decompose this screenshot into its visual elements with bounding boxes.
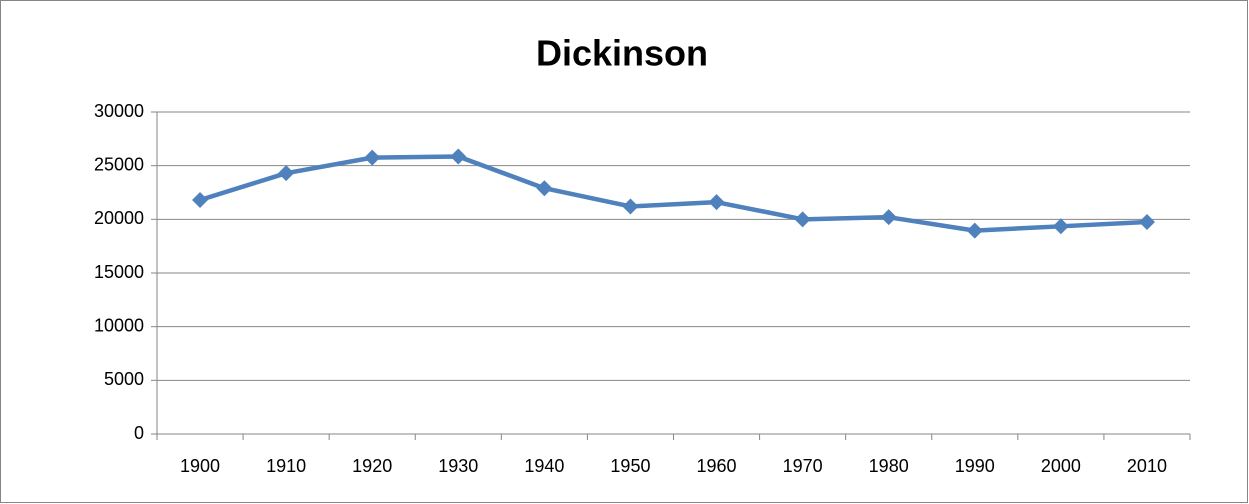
x-tick-label: 1940 [524, 456, 564, 476]
point-marker [880, 209, 897, 226]
point-marker [966, 222, 983, 239]
x-tick-label: 2000 [1041, 456, 1081, 476]
x-tick-label: 1910 [266, 456, 306, 476]
y-tick-label: 20000 [94, 208, 144, 228]
x-tick-label: 1990 [955, 456, 995, 476]
y-tick-label: 15000 [94, 262, 144, 282]
point-marker [450, 148, 467, 165]
y-tick-label: 25000 [94, 154, 144, 174]
point-marker [794, 211, 811, 228]
x-tick-label: 1980 [869, 456, 909, 476]
series-line [199, 154, 1148, 233]
point-marker [364, 149, 381, 166]
point-marker [278, 165, 295, 182]
point-marker [1052, 218, 1069, 235]
point-marker [708, 194, 725, 211]
y-tick-label: 10000 [94, 315, 144, 335]
y-tick-label: 30000 [94, 101, 144, 121]
x-tick-label: 1970 [783, 456, 823, 476]
y-tick-label: 0 [134, 423, 144, 443]
x-tick-label: 2010 [1127, 456, 1167, 476]
point-marker [622, 198, 639, 215]
x-tick-label: 1920 [352, 456, 392, 476]
x-tick-label: 1960 [697, 456, 737, 476]
x-tick-label: 1930 [438, 456, 478, 476]
x-tick-label: 1950 [610, 456, 650, 476]
point-marker [536, 180, 553, 197]
point-marker [192, 192, 209, 209]
chart-title: Dickinson [536, 33, 708, 74]
x-tick-label: 1900 [180, 456, 220, 476]
point-marker [1138, 214, 1155, 231]
y-tick-label: 5000 [104, 369, 144, 389]
